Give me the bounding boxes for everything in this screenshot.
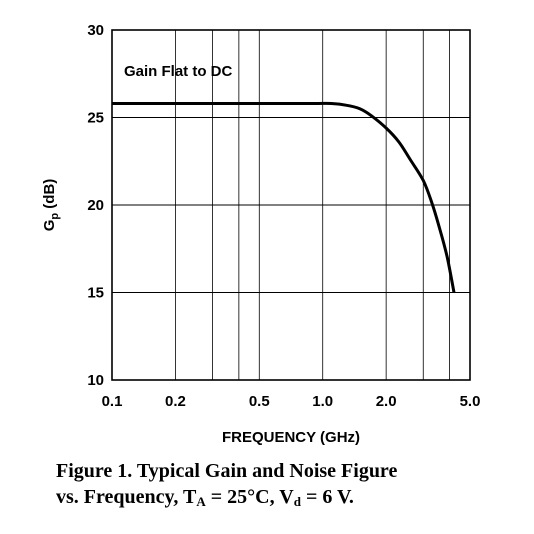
y-axis-label-unit: (dB) (41, 179, 58, 213)
x-tick-labels: 0.1 0.2 0.5 1.0 2.0 5.0 (102, 393, 481, 410)
y-axis-label-main: G (41, 220, 58, 232)
caption-sub-a: A (196, 494, 206, 509)
figure-caption: Figure 1. Typical Gain and Noise Figure … (56, 458, 526, 510)
x-tick-label: 5.0 (460, 393, 481, 410)
y-tick-label: 30 (87, 22, 104, 39)
x-tick-label: 0.2 (165, 393, 186, 410)
x-tick-label: 2.0 (376, 393, 397, 410)
gain-vs-frequency-chart: 10 15 20 25 30 0.1 0.2 0.5 1.0 2.0 5.0 Gain Flat … (41, 22, 481, 446)
x-tick-label: 0.1 (102, 393, 123, 410)
caption-sub-d: d (293, 494, 301, 509)
gain-flat-annotation: Gain Flat to DC (124, 63, 233, 80)
caption-part-3: = 6 V. (300, 486, 354, 508)
y-tick-label: 15 (87, 285, 104, 302)
y-tick-label: 25 (87, 110, 104, 127)
caption-part-1: vs. Frequency, T (56, 486, 197, 508)
y-axis-label-sub: p (49, 213, 61, 220)
plot-frame (111, 29, 471, 381)
y-axis-label: Gp (dB) (41, 179, 61, 232)
caption-part-2: = 25°C, V (205, 486, 294, 508)
grid-lines (112, 30, 470, 380)
x-tick-label: 1.0 (312, 393, 333, 410)
y-tick-label: 20 (87, 197, 104, 214)
x-axis-label: FREQUENCY (GHz) (222, 429, 360, 446)
y-tick-labels: 10 15 20 25 30 (87, 22, 104, 389)
caption-line-2: vs. Frequency, TA = 25°C, Vd = 6 V. (56, 484, 526, 510)
y-tick-label: 10 (87, 372, 104, 389)
x-tick-label: 0.5 (249, 393, 270, 410)
caption-line-1: Figure 1. Typical Gain and Noise Figure (56, 460, 398, 482)
gain-curve (111, 101, 456, 293)
